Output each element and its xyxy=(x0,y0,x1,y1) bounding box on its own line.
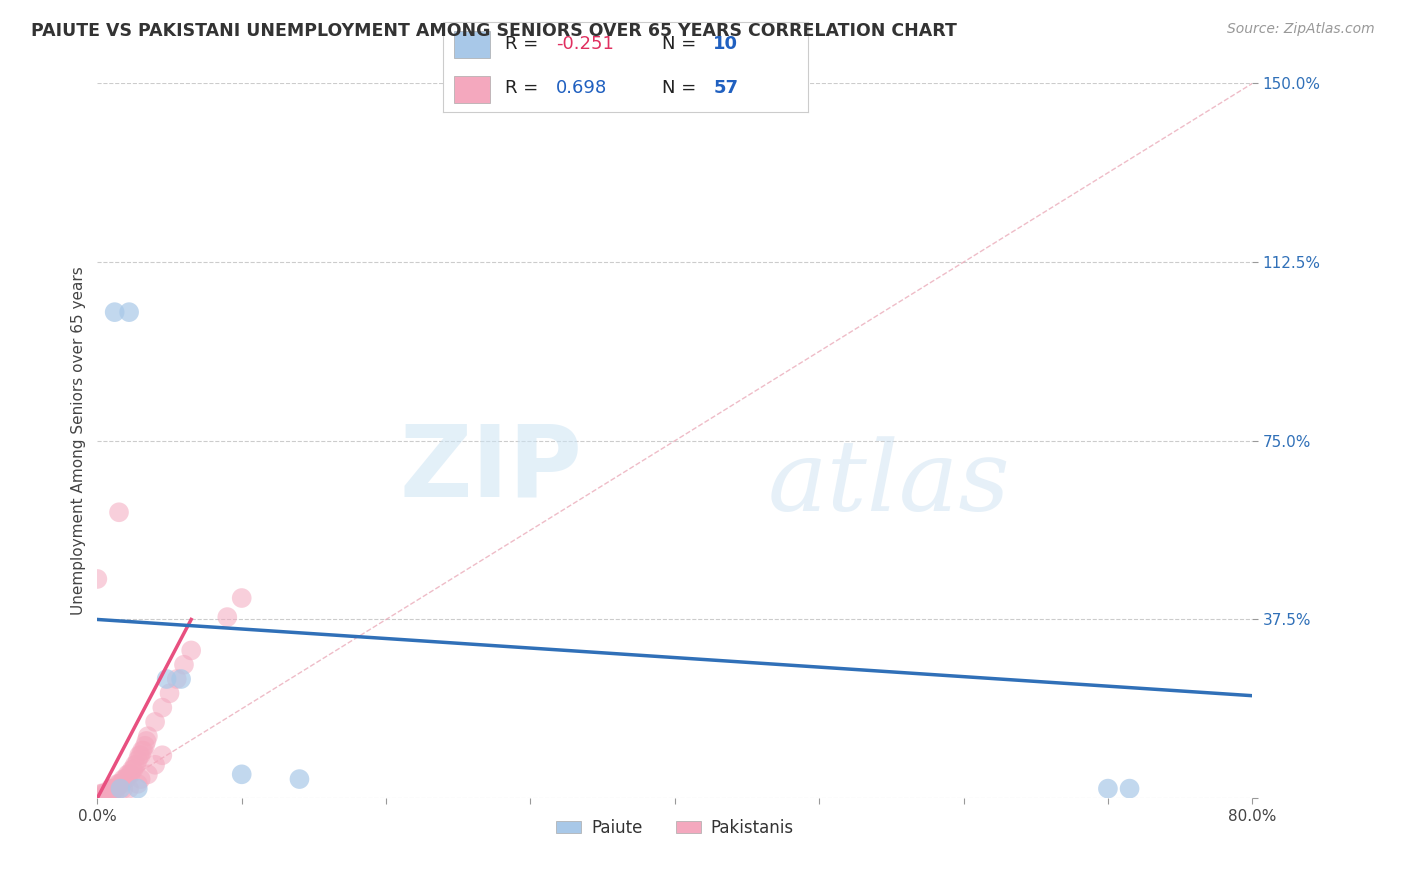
Point xyxy=(122,763,145,777)
Point xyxy=(107,777,129,791)
Point xyxy=(104,786,127,800)
Point xyxy=(127,781,149,796)
Text: N =: N = xyxy=(662,35,702,53)
Point xyxy=(103,781,125,796)
Point xyxy=(127,777,149,791)
Text: 0.698: 0.698 xyxy=(557,79,607,97)
Point xyxy=(125,757,148,772)
Point xyxy=(134,739,156,753)
Point xyxy=(97,786,120,800)
Text: 10: 10 xyxy=(713,35,738,53)
Point xyxy=(166,672,188,686)
Point xyxy=(136,767,159,781)
Y-axis label: Unemployment Among Seniors over 65 years: Unemployment Among Seniors over 65 years xyxy=(72,267,86,615)
Point xyxy=(110,781,132,796)
Point xyxy=(111,777,134,791)
Point xyxy=(128,748,150,763)
Point xyxy=(124,757,146,772)
Point xyxy=(101,786,124,800)
Bar xyxy=(454,31,491,58)
Point xyxy=(127,753,149,767)
Point xyxy=(98,781,121,796)
Point xyxy=(156,672,179,686)
Point xyxy=(110,777,132,791)
Point xyxy=(135,734,157,748)
Point xyxy=(143,714,166,729)
Point xyxy=(159,686,181,700)
Point xyxy=(112,772,135,786)
Point xyxy=(115,772,138,786)
Point xyxy=(173,657,195,672)
Point xyxy=(112,781,135,796)
Point xyxy=(96,786,118,800)
Point xyxy=(94,786,117,800)
Point xyxy=(129,748,152,763)
Point xyxy=(1118,781,1140,796)
Point xyxy=(93,786,115,800)
Point xyxy=(118,305,141,319)
Point xyxy=(120,767,142,781)
Point xyxy=(150,748,173,763)
Point xyxy=(90,786,112,800)
Bar xyxy=(454,76,491,103)
Point xyxy=(150,700,173,714)
Point xyxy=(114,772,136,786)
Point xyxy=(117,767,139,781)
Point xyxy=(136,729,159,743)
Point xyxy=(118,767,141,781)
Text: Source: ZipAtlas.com: Source: ZipAtlas.com xyxy=(1227,22,1375,37)
Text: R =: R = xyxy=(505,79,544,97)
Point xyxy=(105,781,128,796)
Text: atlas: atlas xyxy=(768,436,1010,532)
Point xyxy=(1097,781,1119,796)
Point xyxy=(86,572,108,586)
Point xyxy=(118,781,141,796)
Point xyxy=(108,777,131,791)
Point xyxy=(170,672,193,686)
Point xyxy=(104,781,127,796)
Point xyxy=(231,591,253,605)
Text: 57: 57 xyxy=(713,79,738,97)
Legend: Paiute, Pakistanis: Paiute, Pakistanis xyxy=(550,812,800,844)
Text: -0.251: -0.251 xyxy=(557,35,614,53)
Point xyxy=(121,763,143,777)
Point xyxy=(288,772,311,786)
Point xyxy=(94,791,117,805)
Point xyxy=(108,505,131,519)
Point xyxy=(143,757,166,772)
Point xyxy=(101,781,124,796)
Point xyxy=(180,643,202,657)
Text: R =: R = xyxy=(505,35,544,53)
Point xyxy=(97,791,120,805)
Text: ZIP: ZIP xyxy=(399,421,582,518)
Point xyxy=(217,610,239,624)
Point xyxy=(131,743,153,757)
Text: PAIUTE VS PAKISTANI UNEMPLOYMENT AMONG SENIORS OVER 65 YEARS CORRELATION CHART: PAIUTE VS PAKISTANI UNEMPLOYMENT AMONG S… xyxy=(31,22,957,40)
Point xyxy=(129,772,152,786)
Point xyxy=(89,791,111,805)
Point xyxy=(104,305,127,319)
Text: N =: N = xyxy=(662,79,702,97)
Point xyxy=(132,743,155,757)
Point xyxy=(86,791,108,805)
Point xyxy=(231,767,253,781)
Point xyxy=(91,786,114,800)
